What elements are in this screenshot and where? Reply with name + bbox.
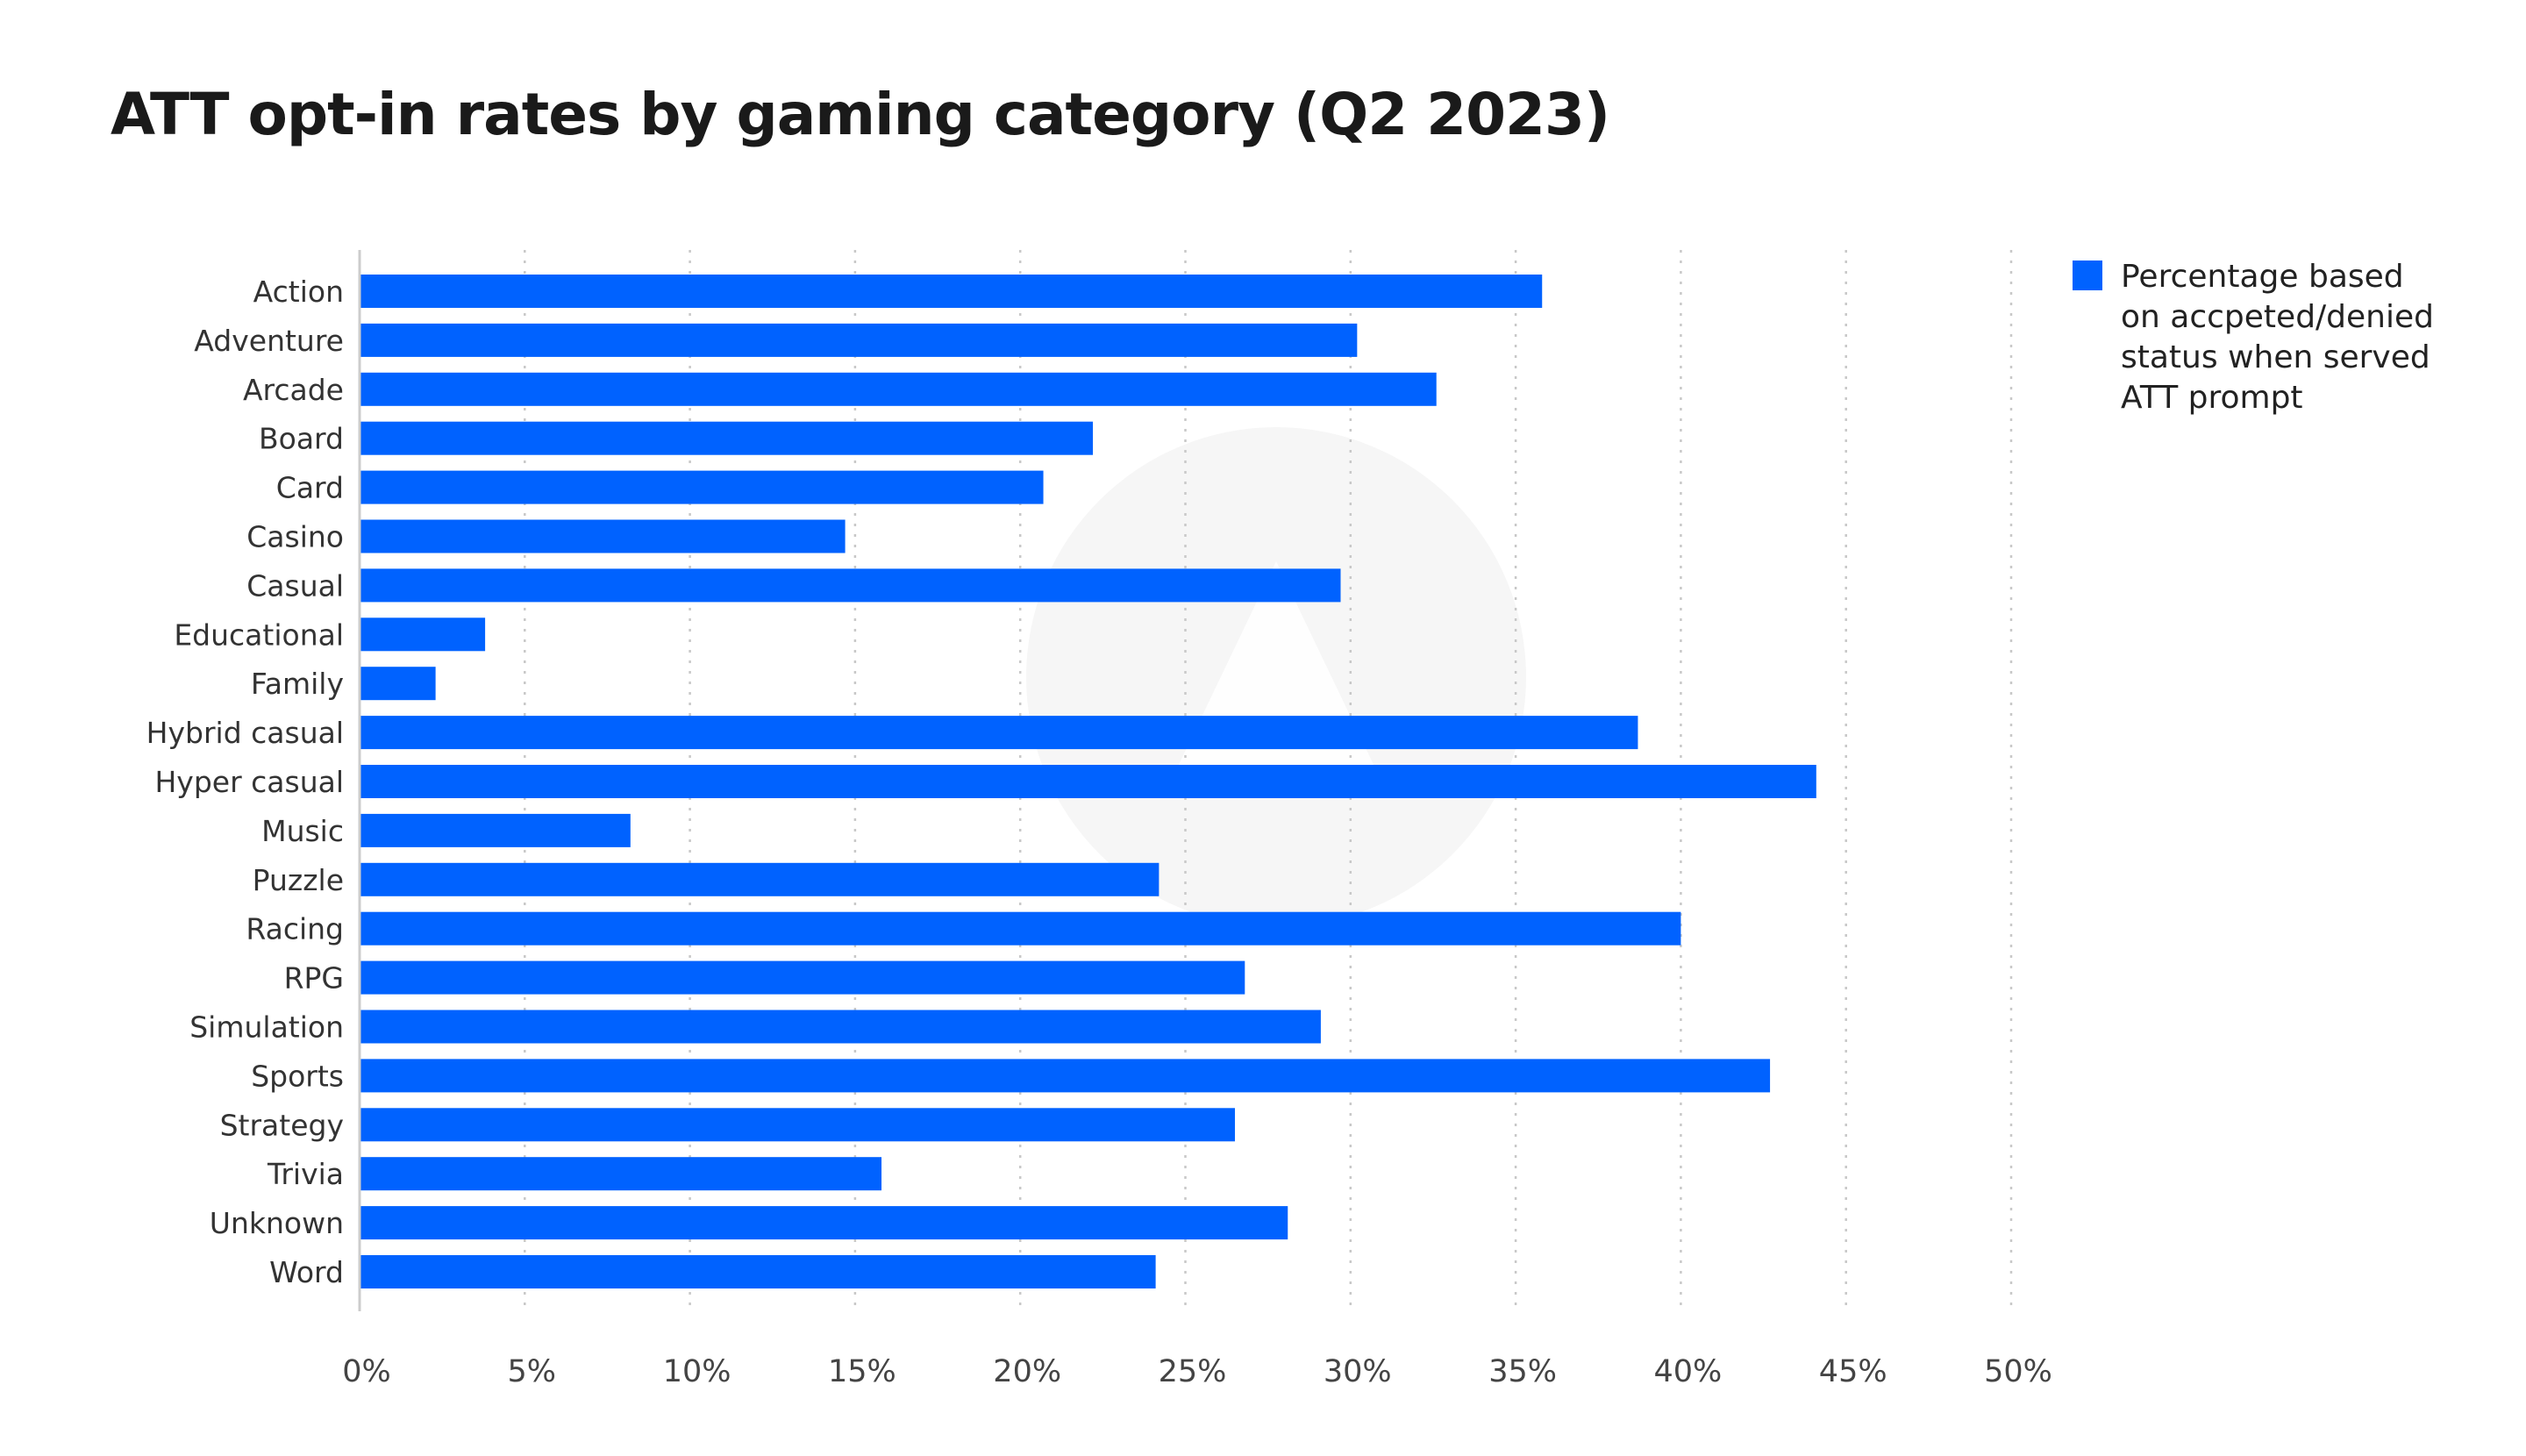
category-label-word: Word — [269, 1255, 344, 1289]
x-tick-label-0: 0% — [342, 1354, 391, 1389]
bar-educational — [360, 617, 486, 652]
bar-action — [360, 275, 1543, 308]
bar-hyper-casual — [360, 765, 1816, 798]
bar-arcade — [360, 372, 1437, 406]
x-tick-label-45: 45% — [1819, 1354, 1887, 1389]
bar-sports — [360, 1059, 1771, 1093]
category-label-board: Board — [259, 422, 344, 456]
legend: Percentage based on accpeted/denied status… — [2073, 259, 2434, 416]
category-label-arcade: Arcade — [243, 373, 344, 407]
bar-racing — [360, 911, 1681, 946]
bar-unknown — [360, 1206, 1288, 1240]
x-tick-label-30: 30% — [1324, 1354, 1392, 1389]
bar-adventure — [360, 323, 1358, 357]
category-label-card: Card — [276, 471, 344, 505]
x-tick-labels: 0% 5% 10% 15% 20% 25% 30% 35% 40% 45% 50% — [342, 1354, 2052, 1389]
bar-card — [360, 470, 1044, 504]
x-tick-label-15: 15% — [828, 1354, 896, 1389]
bar-board — [360, 421, 1094, 455]
x-tick-label-40: 40% — [1654, 1354, 1723, 1389]
category-labels: Action Adventure Arcade Board Card Casino Casu… — [146, 275, 344, 1289]
bar-rpg — [360, 960, 1245, 995]
category-label-hyper-casual: Hyper casual — [154, 765, 344, 799]
legend-swatch — [2073, 261, 2102, 290]
category-label-strategy: Strategy — [220, 1108, 344, 1142]
category-label-racing: Racing — [246, 912, 344, 946]
x-tick-label-10: 10% — [663, 1354, 731, 1389]
category-label-casino: Casino — [246, 520, 344, 554]
bar-simulation — [360, 1010, 1321, 1044]
bar-strategy — [360, 1108, 1235, 1142]
chart-title: ATT opt-in rates by gaming category (Q2 … — [111, 81, 1610, 148]
x-tick-label-50: 50% — [1984, 1354, 2052, 1389]
category-label-unknown: Unknown — [210, 1206, 344, 1240]
category-label-rpg: RPG — [284, 961, 344, 996]
category-label-puzzle: Puzzle — [253, 863, 344, 897]
bars — [360, 275, 1816, 1288]
category-label-trivia: Trivia — [267, 1157, 344, 1191]
bar-family — [360, 667, 436, 701]
category-label-educational: Educational — [174, 617, 344, 652]
category-label-action: Action — [253, 275, 344, 309]
bar-word — [360, 1255, 1156, 1288]
x-tick-label-5: 5% — [508, 1354, 557, 1389]
category-label-family: Family — [251, 667, 344, 701]
category-label-music: Music — [261, 814, 344, 848]
category-label-casual: Casual — [246, 568, 344, 603]
category-label-sports: Sports — [251, 1059, 344, 1093]
category-label-adventure: Adventure — [194, 324, 344, 358]
bar-puzzle — [360, 862, 1160, 896]
bar-trivia — [360, 1157, 882, 1191]
x-tick-label-35: 35% — [1488, 1354, 1557, 1389]
bar-hybrid-casual — [360, 716, 1638, 750]
watermark-logo — [1026, 427, 1526, 927]
x-tick-label-25: 25% — [1159, 1354, 1227, 1389]
legend-label: Percentage based on accpeted/denied status… — [2121, 259, 2434, 416]
x-tick-label-20: 20% — [993, 1354, 1061, 1389]
bar-music — [360, 813, 631, 847]
bar-casual — [360, 568, 1341, 603]
bar-casino — [360, 519, 846, 553]
category-label-hybrid-casual: Hybrid casual — [146, 716, 344, 750]
category-label-simulation: Simulation — [189, 1010, 344, 1045]
